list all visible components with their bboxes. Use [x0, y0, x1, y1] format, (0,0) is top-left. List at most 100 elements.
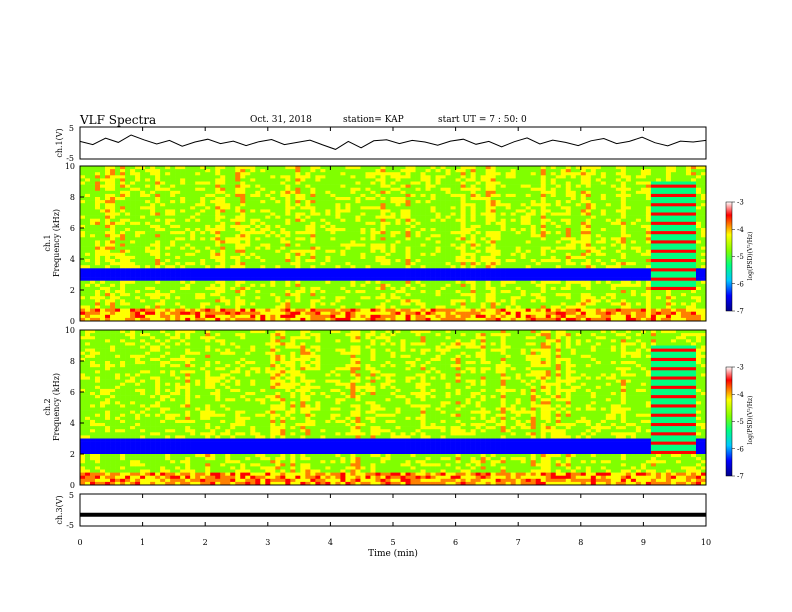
spectrogram-cell [375, 317, 381, 322]
spectrogram-cell [455, 231, 461, 235]
spectrogram-cell [390, 193, 396, 198]
spectrogram-cell [285, 252, 291, 257]
spectrogram-cell [90, 262, 96, 266]
spectrogram-cell [330, 274, 336, 278]
spectrogram-cell [515, 240, 522, 244]
spectrogram-cell [540, 203, 547, 207]
spectrogram-cell [145, 218, 151, 223]
spectrogram-cell [430, 209, 436, 213]
spectrogram-cell [390, 305, 396, 309]
spectrogram-cell [480, 206, 486, 210]
spectrogram-cell [495, 296, 501, 300]
spectrogram-cell [175, 218, 181, 223]
spectrogram-cell [230, 234, 236, 238]
spectrogram-cell [310, 249, 316, 254]
spectrogram-cell [425, 224, 431, 229]
spectrogram-cell [250, 252, 256, 257]
spectrogram-cell [485, 169, 491, 173]
spectrogram-cell [435, 262, 441, 266]
spectrogram-cell [180, 249, 186, 254]
spectrogram-cell [195, 166, 201, 170]
spectrogram-cell [220, 259, 226, 263]
spectrogram-cell [565, 224, 572, 229]
spectrogram-cell [450, 184, 456, 188]
spectrogram-cell [380, 277, 386, 281]
spectrogram-cell [310, 190, 316, 195]
spectrogram-cell [535, 280, 542, 285]
spectrogram-cell [130, 228, 136, 232]
spectrogram-cell [165, 181, 171, 185]
spectrogram-cell [530, 231, 537, 235]
spectrogram-cell [340, 262, 346, 266]
spectrogram-cell [540, 314, 547, 319]
spectrogram-cell [380, 311, 386, 316]
spectrogram-cell [375, 166, 381, 170]
spectrogram-cell [415, 234, 421, 238]
spectrogram-cell [165, 212, 171, 216]
spectrogram-cell [510, 221, 516, 226]
spectrogram-cell [415, 193, 421, 198]
spectrogram-cell [85, 293, 91, 297]
spectrogram-cell [80, 184, 86, 188]
spectrogram-cell [330, 290, 336, 294]
spectrogram-cell [435, 200, 441, 204]
spectrogram-cell [395, 193, 401, 198]
spectrogram-cell [240, 234, 246, 238]
spectrogram-cell [565, 311, 572, 316]
spectrogram-cell [250, 317, 256, 322]
spectrogram-cell [210, 193, 216, 198]
spectrogram-cell [180, 221, 186, 226]
spectrogram-cell [370, 215, 376, 219]
spectrogram-cell [495, 283, 501, 288]
spectrogram-cell [255, 286, 261, 291]
spectrogram-cell [450, 234, 456, 238]
spectrogram-cell [80, 169, 86, 173]
spectrogram-cell [400, 215, 406, 219]
spectrogram-cell [350, 259, 356, 263]
spectrogram-cell [280, 234, 286, 238]
spectrogram-cell [565, 240, 572, 244]
spectrogram-cell [190, 169, 196, 173]
spectrogram-cell [145, 190, 151, 195]
spectrogram-cell [565, 246, 572, 250]
spectrogram-cell [550, 215, 557, 219]
spectrogram-cell [315, 175, 321, 179]
spectrogram-cell [510, 259, 516, 263]
spectrogram-cell [230, 243, 236, 247]
spectrogram-cell [385, 290, 391, 294]
spectrogram-cell [250, 290, 256, 294]
spectrogram-cell [435, 187, 441, 192]
spectrogram-cell [275, 255, 281, 260]
spectrogram-cell [215, 286, 221, 291]
spectrogram-cell [470, 280, 476, 285]
spectrogram-cell [200, 169, 206, 173]
spectrogram-cell [245, 311, 251, 316]
spectrogram-cell [545, 181, 552, 185]
spectrogram-cell [120, 308, 126, 312]
spectrogram-cell [375, 184, 381, 188]
spectrogram-cell [85, 237, 91, 241]
spectrogram-cell [345, 240, 351, 244]
spectrogram-cell [335, 311, 341, 316]
spectrogram-cell [145, 308, 151, 312]
spectrogram-cell [365, 305, 371, 309]
spectrogram-cell [475, 166, 481, 170]
spectrogram-cell [115, 237, 121, 241]
spectrogram-cell [300, 252, 306, 257]
spectrogram-cell [340, 286, 346, 291]
spectrogram-cell [540, 302, 547, 306]
spectrogram-cell [410, 203, 416, 207]
spectrogram-cell [385, 221, 391, 226]
spectrogram-cell [555, 184, 562, 188]
spectrogram-cell [80, 234, 86, 238]
spectrogram-cell [525, 221, 532, 226]
spectrogram-cell [520, 296, 527, 300]
spectrogram-cell [405, 255, 411, 260]
spectrogram-cell [460, 317, 466, 322]
spectrogram-cell [470, 224, 476, 229]
spectrogram-cell [240, 218, 246, 223]
spectrogram-cell [80, 172, 86, 176]
spectrogram-cell [205, 240, 211, 244]
spectrogram-cell [275, 296, 281, 300]
spectrogram-cell [425, 231, 431, 235]
